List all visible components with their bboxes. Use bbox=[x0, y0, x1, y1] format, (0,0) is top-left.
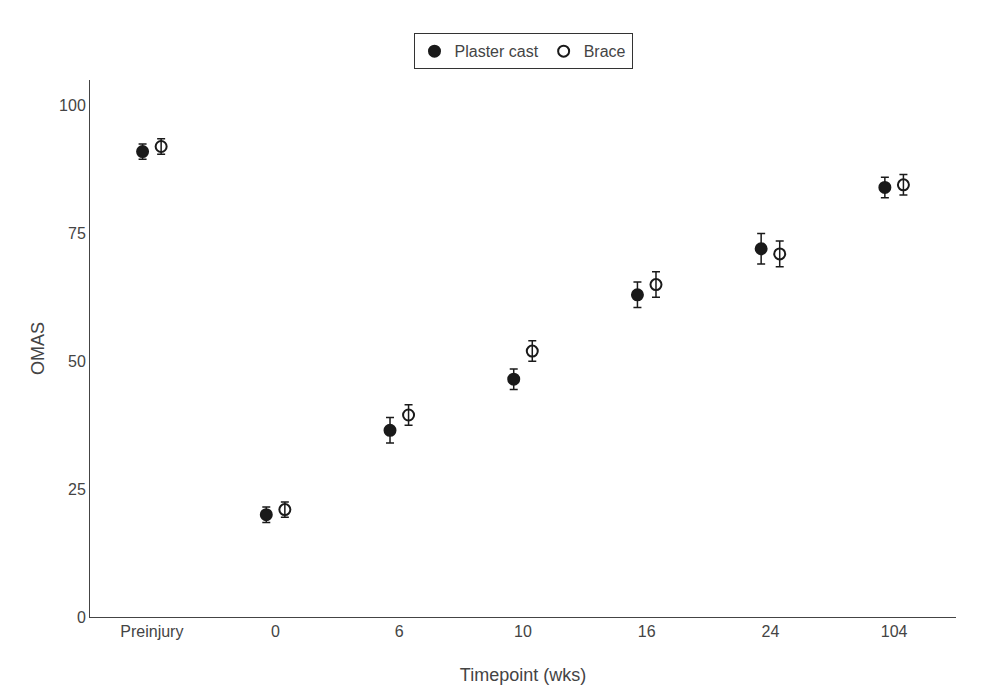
svg-text:75: 75 bbox=[68, 225, 86, 242]
svg-text:6: 6 bbox=[395, 623, 404, 640]
svg-text:25: 25 bbox=[68, 481, 86, 498]
svg-text:104: 104 bbox=[881, 623, 908, 640]
svg-text:0: 0 bbox=[77, 609, 86, 626]
svg-text:50: 50 bbox=[68, 353, 86, 370]
svg-text:0: 0 bbox=[271, 623, 280, 640]
svg-text:Brace: Brace bbox=[584, 43, 626, 60]
svg-text:16: 16 bbox=[638, 623, 656, 640]
svg-text:Plaster cast: Plaster cast bbox=[455, 43, 539, 60]
svg-text:24: 24 bbox=[762, 623, 780, 640]
svg-text:10: 10 bbox=[514, 623, 532, 640]
svg-text:100: 100 bbox=[59, 97, 86, 114]
svg-text:OMAS: OMAS bbox=[28, 322, 48, 375]
svg-text:Preinjury: Preinjury bbox=[120, 623, 183, 640]
svg-text:Timepoint (wks): Timepoint (wks) bbox=[460, 665, 586, 685]
